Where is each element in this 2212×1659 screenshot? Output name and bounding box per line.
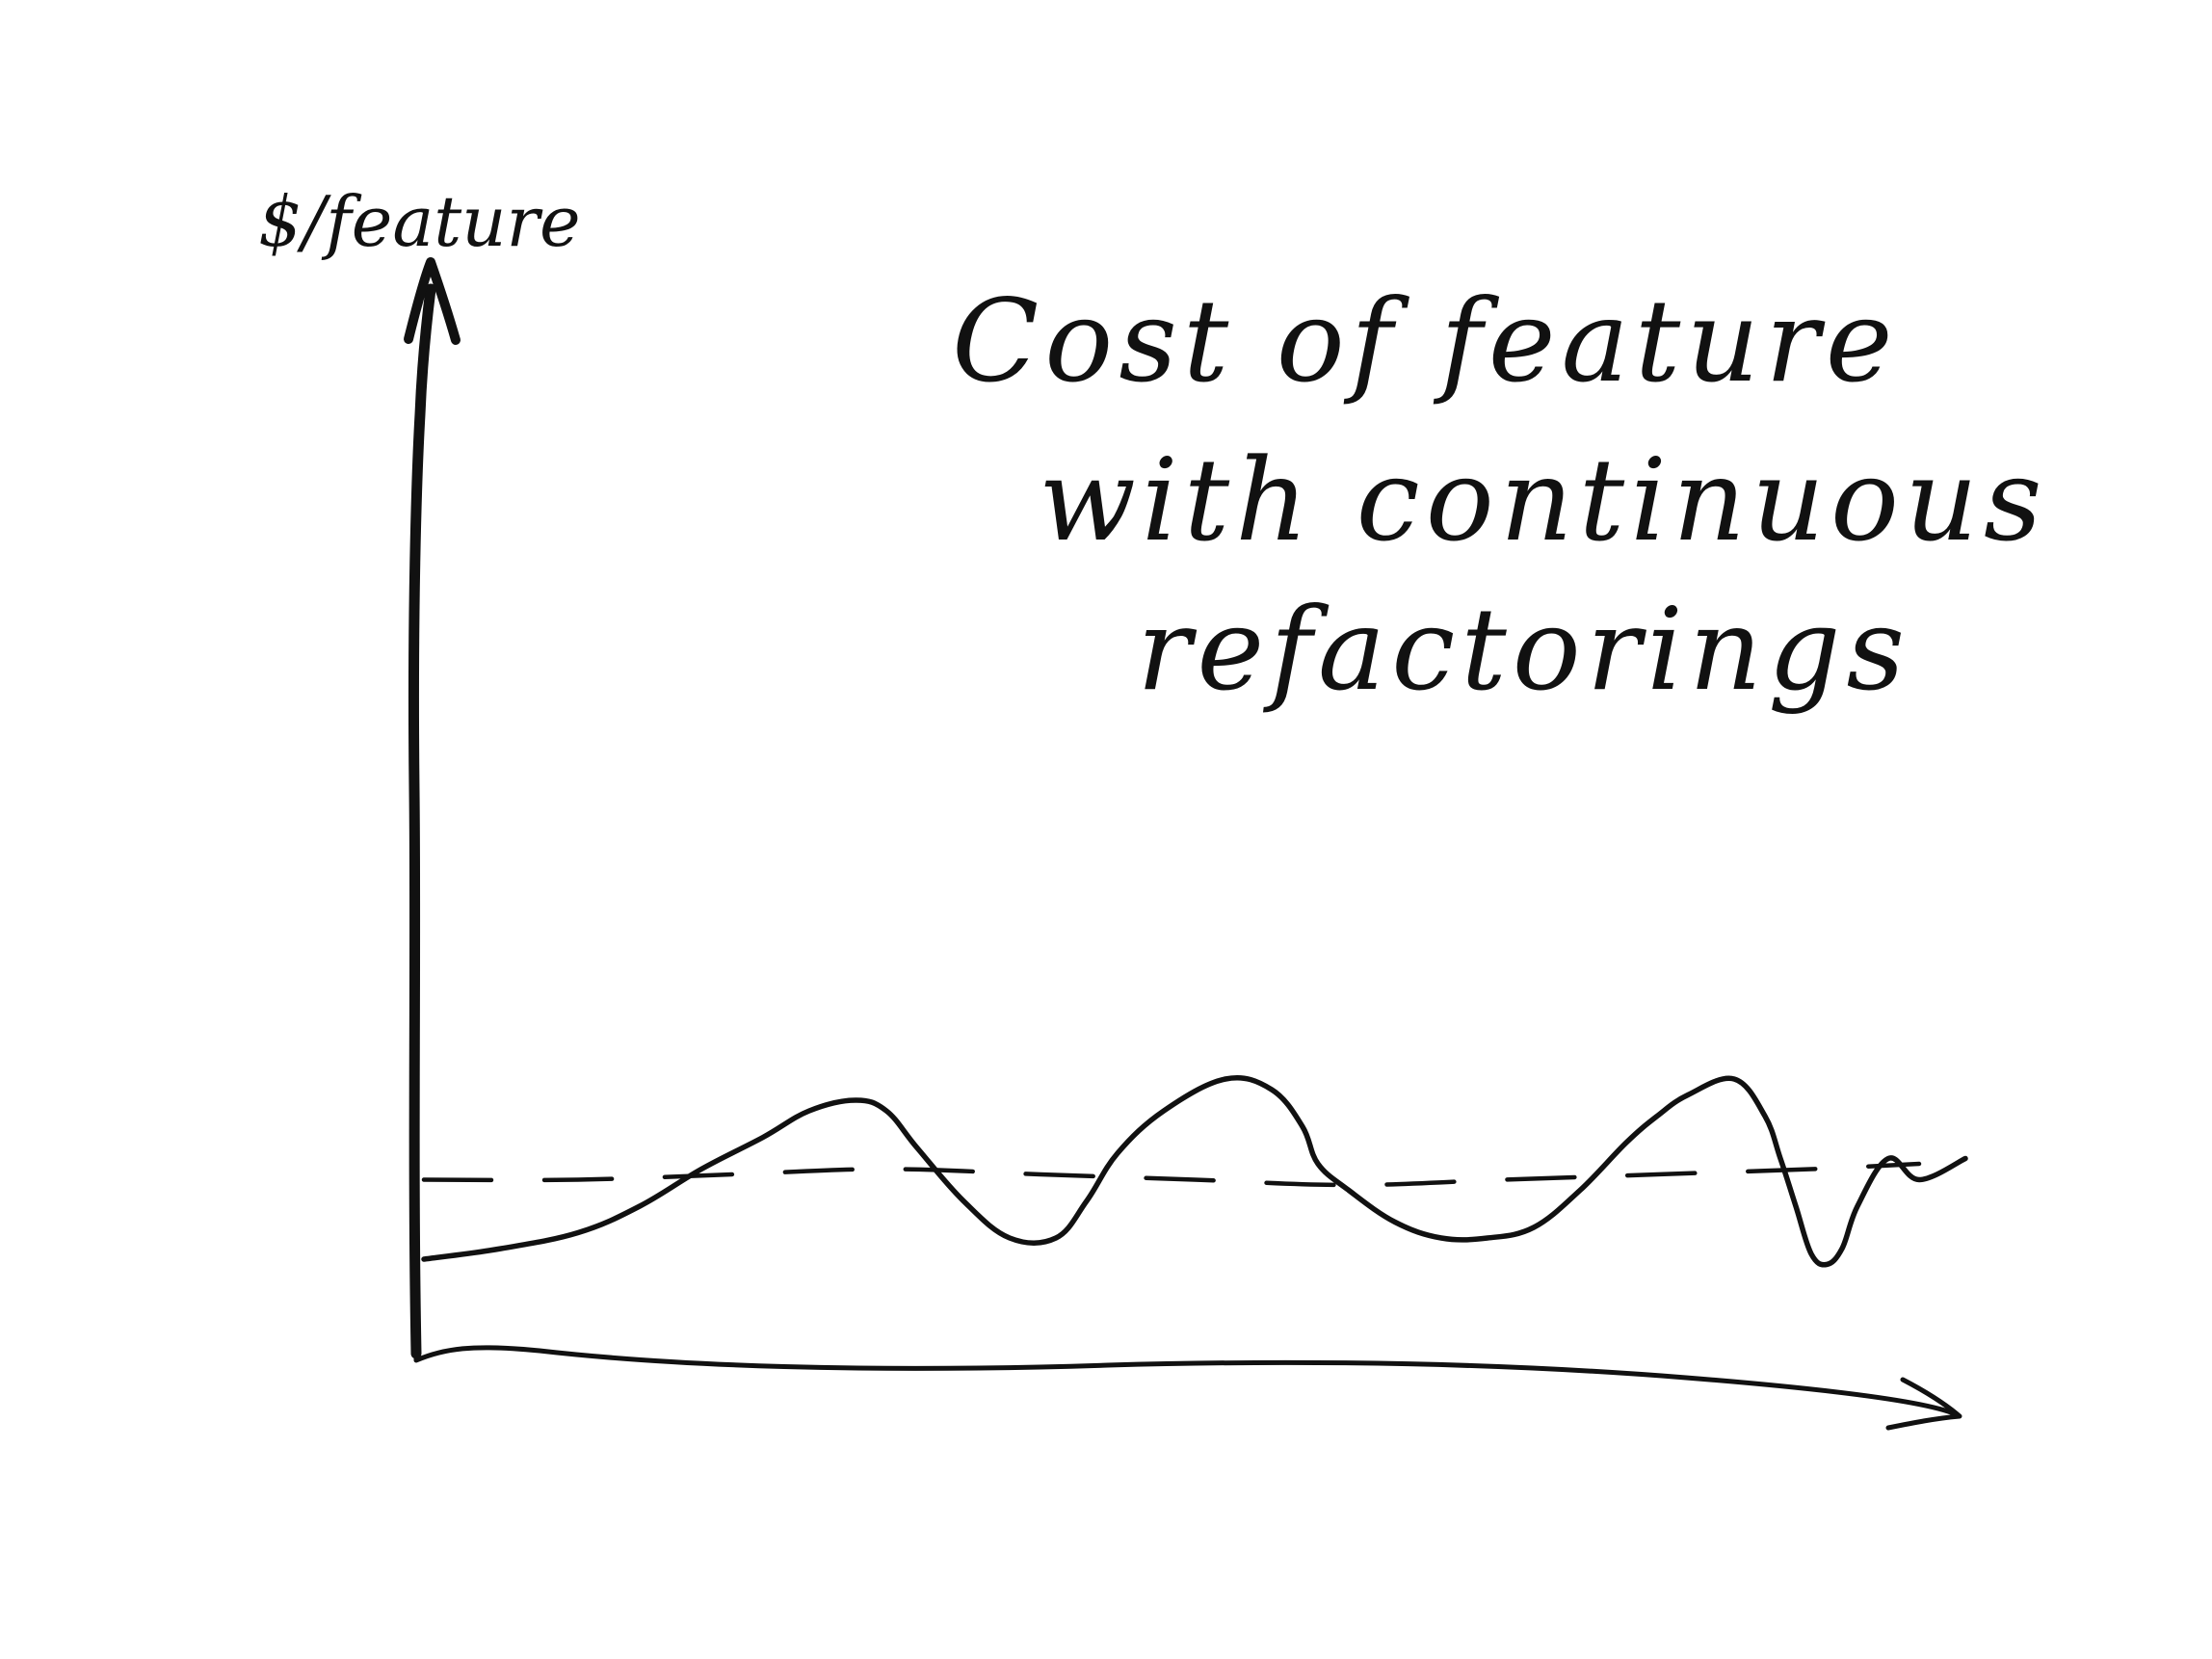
series-layer (421, 1075, 1968, 1268)
dashed-series-line (421, 1161, 1922, 1188)
cost-series-line (421, 1075, 1968, 1268)
y-axis-arrowhead (404, 257, 461, 345)
chart-title-line-3: refactorings (1137, 583, 1910, 716)
chart-title-line-1: Cost of feature (952, 275, 1899, 408)
y-axis (408, 283, 436, 1359)
x-axis-arrowhead (1885, 1377, 1962, 1431)
chart-title-line-2: with continuous (1039, 434, 2048, 566)
x-axis (413, 1345, 1959, 1417)
y-axis-label: $/feature (258, 181, 581, 262)
